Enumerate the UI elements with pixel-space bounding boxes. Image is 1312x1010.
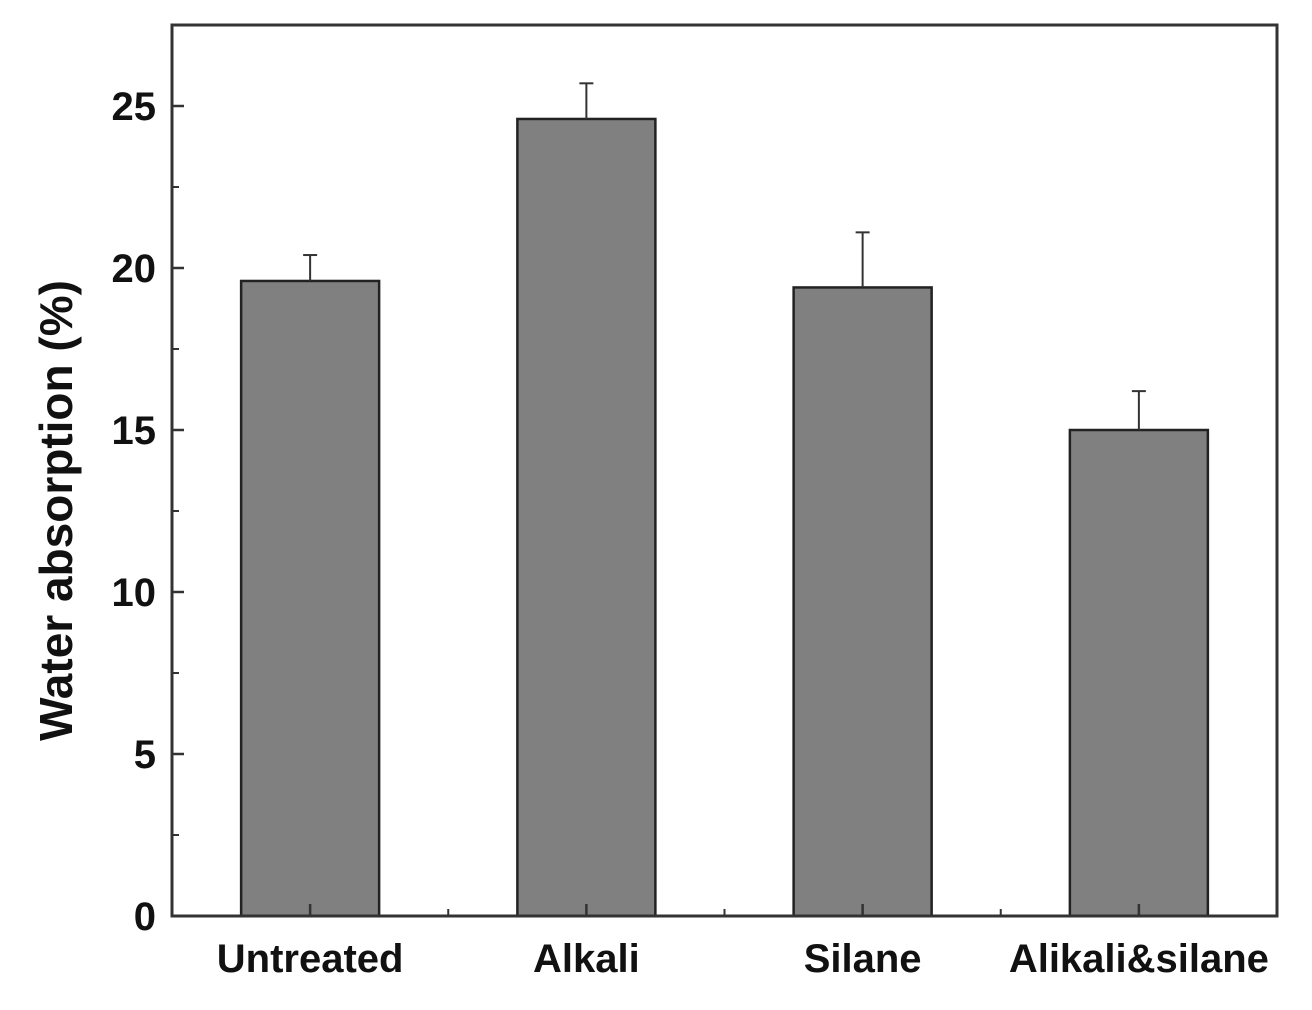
bars-layer <box>239 117 1210 918</box>
y-tick-label: 10 <box>112 571 157 615</box>
error-bar-alkali <box>579 82 594 119</box>
x-tick-label: Alikali&silane <box>1009 937 1269 981</box>
error-bar-alikali-silane <box>1131 390 1146 430</box>
y-tick-label: 0 <box>134 895 156 939</box>
error-bar-untreated <box>303 254 318 281</box>
y-tick-label: 20 <box>112 247 157 291</box>
y-tick-label: 25 <box>112 85 157 129</box>
y-ticks: 0 5 10 15 20 25 <box>112 85 184 939</box>
y-tick-label: 5 <box>134 733 156 777</box>
x-ticks: Untreated Alkali Silane Alikali&silane <box>217 904 1269 981</box>
y-tick-label: 15 <box>112 409 157 453</box>
bar-silane <box>792 286 933 918</box>
x-tick-label: Alkali <box>533 937 640 981</box>
bar-alkali <box>516 117 657 918</box>
x-tick-label: Untreated <box>217 937 404 981</box>
y-axis-label: Water absorption (%) <box>30 280 82 741</box>
error-bars-layer <box>303 82 1146 430</box>
bar-untreated <box>239 279 381 918</box>
bar-alikali-silane <box>1068 428 1210 918</box>
error-bar-silane <box>855 231 870 288</box>
x-tick-label: Silane <box>804 937 922 981</box>
